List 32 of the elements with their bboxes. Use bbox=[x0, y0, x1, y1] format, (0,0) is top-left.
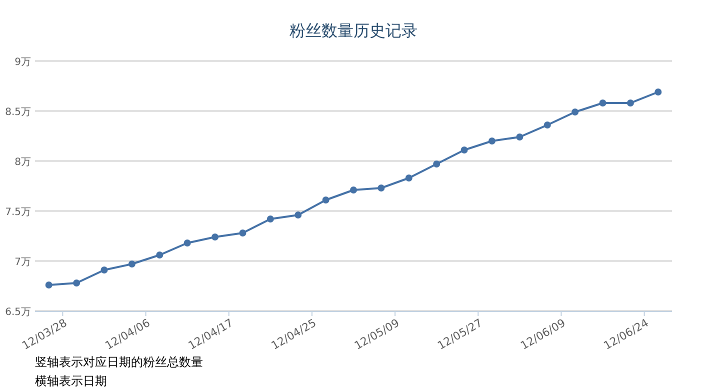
point bbox=[100, 266, 108, 274]
point bbox=[433, 160, 440, 168]
point bbox=[239, 230, 246, 236]
point bbox=[128, 260, 136, 268]
y-tick-label: 8万 bbox=[14, 157, 31, 168]
point bbox=[184, 240, 191, 246]
point bbox=[516, 134, 524, 140]
point bbox=[544, 122, 551, 128]
y-tick-label: 9万 bbox=[14, 57, 31, 68]
point bbox=[322, 196, 330, 204]
text: 竖轴表示对应日期的粉丝总数量 bbox=[35, 355, 203, 369]
point bbox=[488, 138, 496, 144]
point bbox=[654, 88, 662, 96]
point bbox=[350, 186, 357, 194]
y-tick-label: 8.5万 bbox=[5, 107, 31, 118]
text: 横轴表示日期 bbox=[35, 374, 107, 388]
point bbox=[378, 184, 385, 192]
point bbox=[294, 212, 302, 218]
point bbox=[572, 108, 579, 116]
point bbox=[405, 174, 412, 182]
point bbox=[73, 280, 80, 286]
point bbox=[45, 282, 52, 288]
point bbox=[626, 100, 634, 106]
point bbox=[266, 216, 274, 222]
y-tick-label: 6.5万 bbox=[5, 307, 31, 318]
y-tick-label: 7.5万 bbox=[5, 207, 31, 218]
point bbox=[599, 100, 606, 106]
point bbox=[212, 234, 219, 240]
point bbox=[460, 146, 468, 154]
point bbox=[156, 252, 164, 258]
y-tick-label: 7万 bbox=[14, 257, 31, 268]
chart-title: 粉丝数量历史记录 bbox=[290, 21, 418, 40]
